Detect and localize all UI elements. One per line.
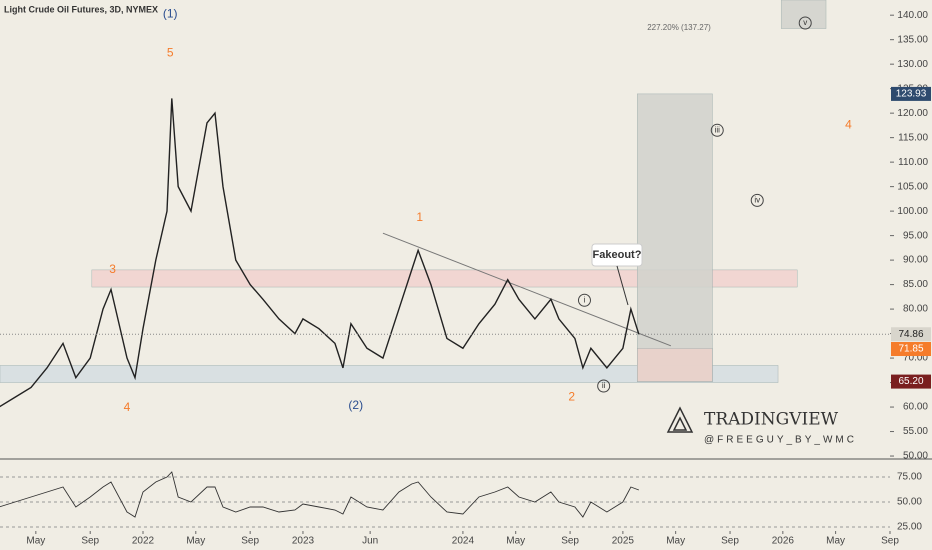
x-tick-label: Sep	[81, 536, 99, 547]
rsi-tick-label: 50.00	[897, 497, 922, 508]
wave-circle-label: v	[803, 18, 807, 27]
y-tick-label: 120.00	[897, 108, 928, 119]
watermark-brand: TRADINGVIEW	[704, 410, 839, 430]
wave-circle	[798, 16, 812, 30]
x-tick-label: May	[666, 536, 685, 547]
y-tick-label: 85.00	[903, 279, 928, 290]
price-label: 71.85	[898, 344, 923, 355]
watermark-logo	[666, 406, 694, 433]
callout-text: Fakeout?	[593, 249, 642, 261]
watermark: TRADINGVIEW @FREEGUY_BY_WMC	[666, 406, 857, 446]
price-line	[0, 98, 640, 408]
y-tick-label: 80.00	[903, 304, 928, 315]
x-tick-label: Sep	[241, 536, 259, 547]
wave-circle-label: ii	[602, 381, 606, 390]
zone	[0, 365, 779, 383]
wave-label: (2)	[348, 398, 363, 412]
wave-circle-label: iv	[754, 195, 760, 204]
rsi-line	[0, 471, 640, 518]
callout: Fakeout?	[591, 243, 643, 306]
y-tick-label: 90.00	[903, 255, 928, 266]
wave-circle-label: iii	[715, 125, 721, 134]
y-tick-label: 105.00	[897, 181, 928, 192]
x-tick-label: Sep	[881, 536, 899, 547]
wave-label: 5	[167, 46, 174, 60]
wave-label: 2	[568, 389, 575, 403]
wave-label: (1)	[163, 6, 178, 20]
watermark-author: @FREEGUY_BY_WMC	[704, 435, 857, 446]
y-tick-label: 95.00	[903, 230, 928, 241]
wave-circle	[710, 123, 724, 137]
y-tick-label: 110.00	[898, 157, 928, 168]
price-label: 65.20	[898, 376, 923, 387]
x-tick-label: 2024	[452, 536, 475, 547]
wave-circle	[750, 193, 764, 207]
fib-label: 227.20% (137.27)	[647, 23, 711, 32]
zone	[637, 93, 713, 382]
wave-circle	[597, 379, 611, 393]
x-tick-label: May	[506, 536, 525, 547]
zone	[91, 269, 798, 288]
rsi-tick-label: 25.00	[897, 522, 922, 533]
zone	[637, 348, 713, 382]
wave-label: 3	[109, 262, 116, 276]
x-tick-label: 2023	[292, 536, 315, 547]
trendline	[382, 232, 672, 347]
x-tick-label: May	[186, 536, 205, 547]
price-label-box	[891, 342, 931, 357]
callout-pointer	[616, 265, 629, 306]
wave-circle	[577, 293, 591, 307]
wave-label: 1	[416, 210, 423, 224]
wave-label: 4	[124, 400, 131, 414]
y-tick-label: 140.00	[897, 10, 928, 21]
y-tick-label: 130.00	[897, 59, 928, 70]
y-tick-label: 100.00	[897, 206, 928, 217]
rsi-tick-label: 75.00	[897, 472, 922, 483]
x-tick-label: May	[826, 536, 845, 547]
x-tick-label: Jun	[362, 536, 378, 547]
x-tick-label: 2026	[772, 536, 795, 547]
y-tick-label: 135.00	[897, 34, 928, 45]
x-tick-label: Sep	[721, 536, 739, 547]
y-tick-label: 50.00	[903, 451, 928, 462]
y-tick-label: 115.00	[898, 132, 928, 143]
wave-circle-label: i	[584, 295, 586, 304]
wave-label: 4	[845, 118, 852, 132]
price-label-box	[891, 86, 931, 101]
price-label: 74.86	[898, 329, 923, 340]
x-tick-label: May	[26, 536, 45, 547]
price-label: 123.93	[896, 89, 927, 100]
zone	[780, 0, 827, 29]
y-tick-label: 70.00	[903, 353, 928, 364]
price-label-box	[891, 374, 931, 389]
x-tick-label: 2025	[612, 536, 635, 547]
chart-title: Light Crude Oil Futures, 3D, NYMEX	[4, 4, 158, 14]
x-tick-label: Sep	[561, 536, 579, 547]
y-tick-label: 55.00	[903, 426, 928, 437]
y-tick-label: 60.00	[903, 402, 928, 413]
x-tick-label: 2022	[132, 536, 155, 547]
price-label-box	[891, 327, 931, 342]
